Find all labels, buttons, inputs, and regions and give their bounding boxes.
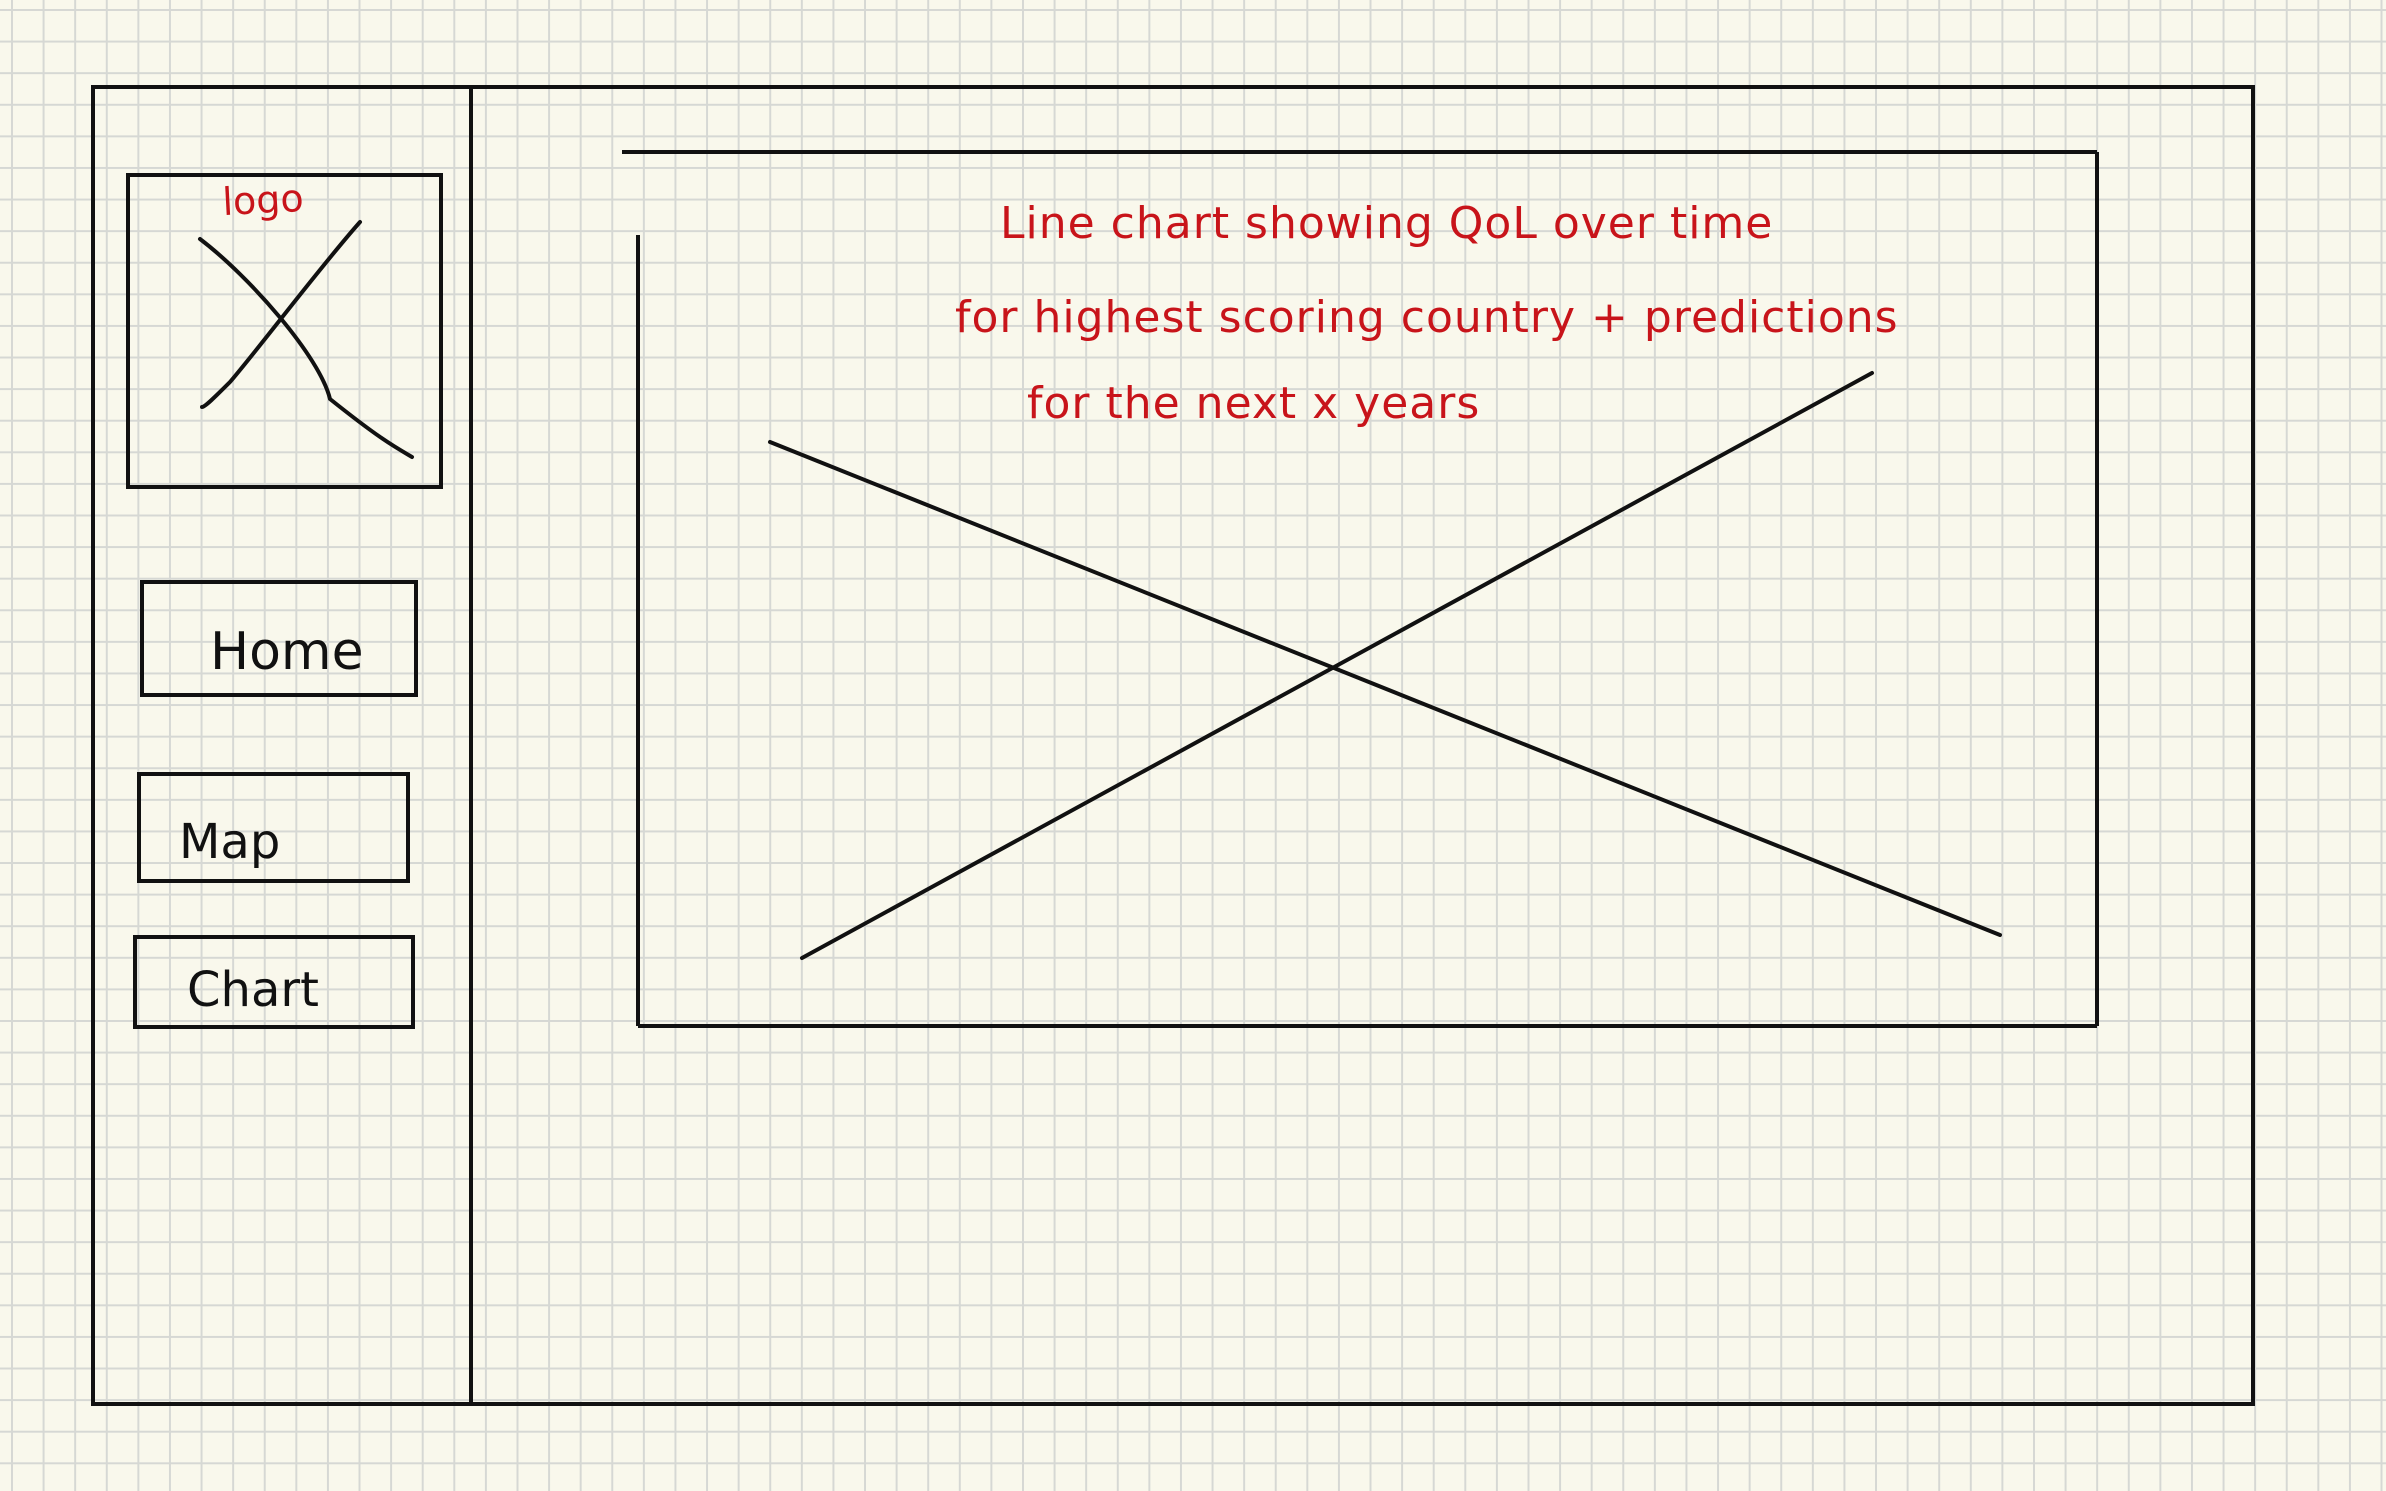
chart-placeholder-cross-line-1 — [768, 440, 2002, 937]
chart-placeholder-cross-line-2 — [800, 371, 1874, 960]
nav-map-button[interactable]: Map — [137, 772, 410, 883]
chart-placeholder — [620, 150, 2100, 1028]
chart-placeholder-drawing — [622, 150, 2099, 1028]
chart-note-line-3: for the next x years — [1027, 378, 1481, 429]
chart-note-line-1: Line chart showing QoL over time — [1000, 198, 1774, 249]
chart-note-line-2: for highest scoring country + prediction… — [955, 292, 1899, 343]
logo-placeholder — [126, 173, 443, 489]
sidebar — [91, 85, 473, 1406]
logo-image-icon — [198, 220, 414, 459]
nav-chart-button[interactable]: Chart — [133, 935, 415, 1029]
app-window-frame — [91, 85, 2255, 1406]
logo-label: logo — [221, 175, 305, 225]
nav-home-button[interactable]: Home — [140, 580, 418, 697]
